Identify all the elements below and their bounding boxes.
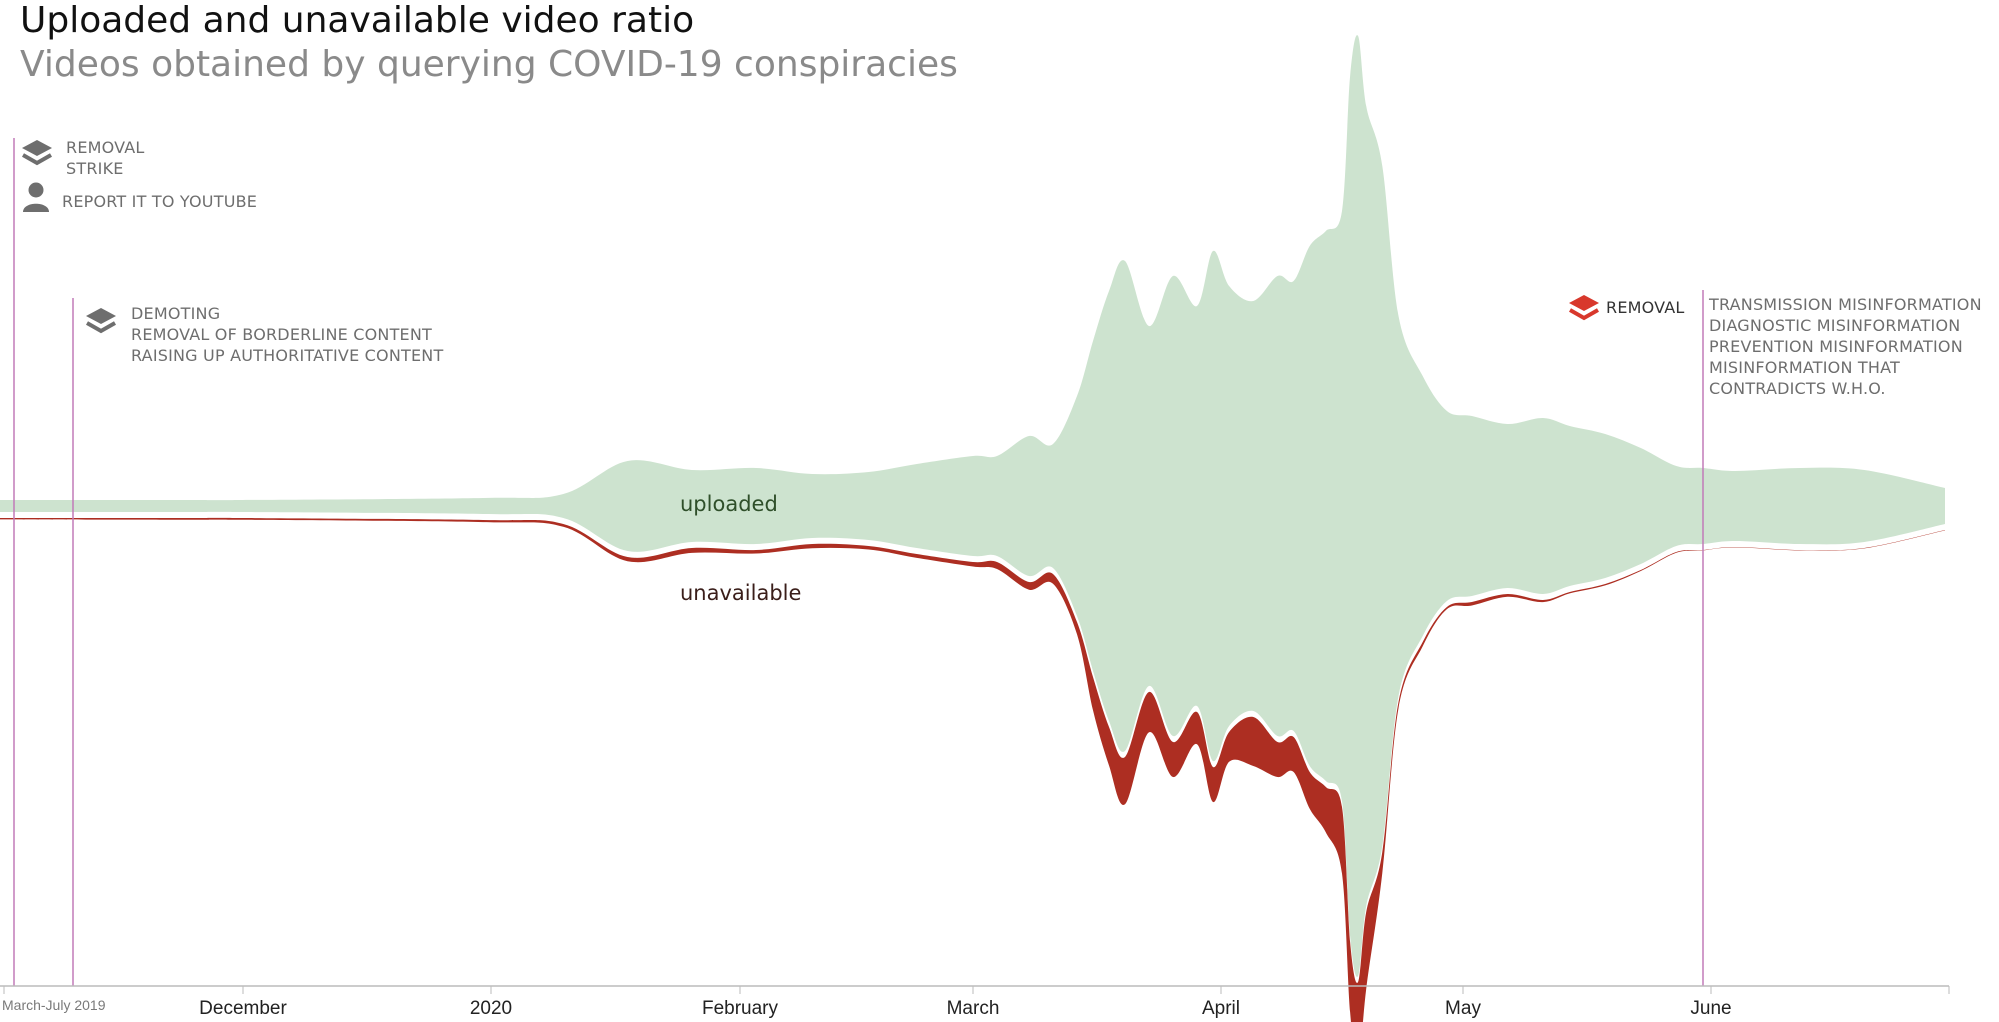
policy-removal-label: REMOVAL — [1606, 298, 1685, 317]
x-tick-label: March — [947, 998, 1000, 1019]
policy-demoting: DEMOTING REMOVAL OF BORDERLINE CONTENT R… — [131, 303, 443, 366]
layers-icon — [84, 306, 118, 342]
policy-report: REPORT IT TO YOUTUBE — [62, 192, 258, 211]
x-tick-label: 2020 — [470, 998, 512, 1019]
unavailable-area — [0, 517, 1945, 1022]
policy-misinformation: TRANSMISSION MISINFORMATION DIAGNOSTIC M… — [1709, 294, 1982, 399]
policy-line: TRANSMISSION MISINFORMATION — [1709, 295, 1982, 314]
chart-areas — [0, 35, 1945, 1022]
policy-line: RAISING UP AUTHORITATIVE CONTENT — [131, 346, 444, 365]
x-tick-label: April — [1202, 998, 1240, 1019]
policy-line: DIAGNOSTIC MISINFORMATION — [1709, 316, 1961, 335]
x-tick-label: December — [199, 998, 287, 1019]
policy-line: CONTRADICTS W.H.O. — [1709, 379, 1886, 398]
series-label-uploaded: uploaded — [680, 492, 778, 516]
policy-line: MISINFORMATION THAT — [1709, 358, 1901, 377]
uploaded-area — [0, 35, 1945, 977]
policy-lines — [13, 138, 1704, 986]
policy-line: STRIKE — [66, 159, 124, 178]
policy-line: REMOVAL OF BORDERLINE CONTENT — [131, 325, 433, 344]
policy-line: DEMOTING — [131, 304, 221, 323]
x-tick-label: May — [1445, 998, 1481, 1019]
policy-line: REMOVAL — [66, 138, 145, 157]
layers-icon — [1567, 293, 1601, 329]
x-tick-label: February — [702, 998, 779, 1019]
x-tick-label: June — [1690, 998, 1731, 1019]
chart-subtitle: Videos obtained by querying COVID-19 con… — [20, 44, 958, 85]
chart-title: Uploaded and unavailable video ratio — [20, 0, 695, 41]
person-icon — [22, 181, 50, 217]
x-axis: March-July 2019 December 2020 February March… — [0, 985, 1950, 1019]
x-tick-label: March-July 2019 — [2, 997, 106, 1013]
series-label-unavailable: unavailable — [680, 581, 802, 605]
layers-icon — [20, 138, 54, 174]
policy-line: PREVENTION MISINFORMATION — [1709, 337, 1963, 356]
policy-removal-strike: REMOVAL STRIKE — [66, 137, 145, 179]
